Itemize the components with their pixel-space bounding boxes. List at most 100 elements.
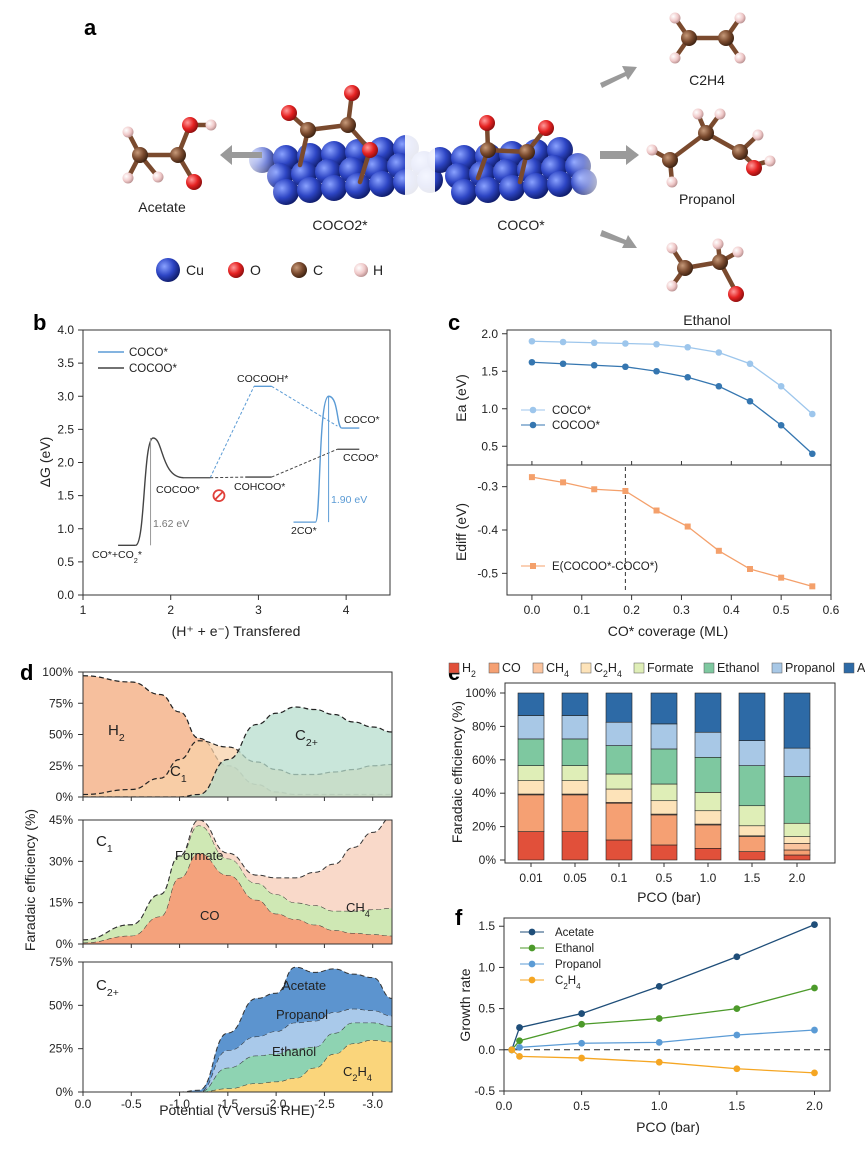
ytick-label-d: 0% xyxy=(56,937,74,951)
point-acetate xyxy=(516,1024,523,1031)
point-COCO* xyxy=(746,360,754,368)
point-COCOO* xyxy=(622,363,629,371)
cu-atom xyxy=(297,177,323,203)
legend-label-f: Acetate xyxy=(555,927,594,939)
legend-label-f: Ethanol xyxy=(555,943,594,955)
bar-segment-acetate xyxy=(650,692,678,725)
bar-segment-formate xyxy=(650,783,678,802)
legend-label-formate: Formate xyxy=(647,661,694,675)
legend-item-h: H xyxy=(354,262,383,278)
line-COCOO* xyxy=(531,361,813,455)
legend-label-h2: H2 xyxy=(462,661,476,679)
o-atom xyxy=(538,120,554,136)
label-h2: H2 xyxy=(108,722,125,744)
legend-label-c-bottom: E(COCOO*-COCO*) xyxy=(552,561,658,573)
point-ethanol xyxy=(733,1005,741,1013)
bar-segment-c2h4 xyxy=(694,810,722,825)
h-atom xyxy=(669,52,681,64)
transition-state xyxy=(314,395,343,523)
ylabel-c-bottom: Ediff (eV) xyxy=(453,503,469,561)
point-COCOO* xyxy=(777,421,785,429)
o-legend-icon xyxy=(228,262,244,278)
h-atom xyxy=(666,242,678,254)
bar-segment-c2h4 xyxy=(738,825,766,837)
ytick-label-d: 25% xyxy=(49,1042,73,1056)
h-atom xyxy=(714,108,726,120)
legend-label: H xyxy=(373,262,383,278)
bar-segment-co xyxy=(561,794,589,832)
dashed-link xyxy=(271,448,338,478)
xtick-label-c: 0.6 xyxy=(823,603,840,617)
point-COCO* xyxy=(715,349,723,356)
ytick-label-d: 75% xyxy=(49,955,73,969)
panel-e: e H2COCH4C2H4FormateEthanolPropanolAceta… xyxy=(448,660,865,905)
ytick-label-b: 2.0 xyxy=(57,456,74,470)
point-COCOO* xyxy=(715,382,723,390)
line-COCO* xyxy=(531,340,813,415)
arrow-to-propanol xyxy=(600,145,639,165)
panel-d: d 0%25%50%75%100%0%15%30%45%0%25%50%75%0… xyxy=(20,660,393,1118)
plot-frame-d xyxy=(82,819,393,945)
xtick-label-c: 0.4 xyxy=(723,603,740,617)
xtick-label-d: -3.0 xyxy=(362,1097,383,1111)
label-c2-area: C2+ xyxy=(295,727,318,749)
legend-label-propanol: Propanol xyxy=(785,661,835,675)
legend-swatch-formate xyxy=(633,662,645,674)
slab-fade-left xyxy=(240,130,280,220)
subplot-c1: 0% 15% 30% 45% xyxy=(49,813,393,951)
ytick-label-f: 1.0 xyxy=(478,960,495,974)
c-atom xyxy=(340,117,356,133)
point-COCOO* xyxy=(653,367,660,375)
ytick-label-e: 100% xyxy=(465,686,496,700)
o-atom xyxy=(182,117,198,133)
reaction-arrows xyxy=(220,66,639,248)
h-atom xyxy=(205,119,217,131)
ytick-label-e: 40% xyxy=(472,786,496,800)
ethanol-label: Ethanol xyxy=(683,312,730,328)
plot-frame-d xyxy=(82,961,393,1093)
panel-a: a Acetate COCO2* COCO* C2H4 Propanol Eth… xyxy=(84,12,776,328)
h-atom xyxy=(732,246,744,258)
h-atom xyxy=(122,126,134,138)
c-atom xyxy=(132,147,148,163)
xtick-label-d: -1.0 xyxy=(169,1097,190,1111)
bar-segment-h2 xyxy=(517,831,545,861)
panel-f: f 0.0 0.5 1.0 1.5 2.0-0.50.00.51.01.5 Acetate… xyxy=(455,905,831,1135)
bar-segment-ethanol xyxy=(605,745,633,775)
xtick-label-d: -1.5 xyxy=(218,1097,239,1111)
c-atom xyxy=(698,125,714,141)
cu-atom xyxy=(321,175,347,201)
h-legend-icon xyxy=(354,263,368,277)
point-propanol xyxy=(811,1026,818,1034)
arrow-to-c2h4 xyxy=(600,66,637,88)
ytick-label-d: 30% xyxy=(49,854,73,868)
copper-slab xyxy=(240,130,610,220)
coverage-plots: COCO* COCOO* E(COCOO*-COCO*) xyxy=(521,337,816,593)
point-ethanol xyxy=(516,1037,523,1045)
cu-atom xyxy=(523,173,549,199)
ytick-label-b: 4.0 xyxy=(57,323,74,337)
legend-label-c: COCO* xyxy=(552,405,592,417)
xtick-label-d: -2.5 xyxy=(314,1097,335,1111)
bar-segment-co xyxy=(783,849,811,856)
legend-swatch-ch4 xyxy=(532,662,544,674)
ytick-label-c-bottom: -0.5 xyxy=(477,566,498,580)
bar-segment-formate xyxy=(517,765,545,781)
subplot-body xyxy=(83,675,392,797)
legend-label: Cu xyxy=(186,262,204,278)
label-c2h4-d: C2H4 xyxy=(343,1064,372,1083)
legend-label-ethanol: Ethanol xyxy=(717,661,759,675)
xtick-label-f: 0.0 xyxy=(496,1099,513,1113)
molecules xyxy=(122,12,776,302)
legend-marker-f xyxy=(528,928,536,936)
bar-segment-ethanol xyxy=(650,748,678,785)
label-barrier-2: 1.90 eV xyxy=(331,494,367,506)
point-ethanol xyxy=(811,984,818,992)
legend-label-b: COCO* xyxy=(129,347,169,359)
o-atom xyxy=(344,85,360,101)
ytick-label-d: 0% xyxy=(56,1085,74,1099)
legend-marker-f xyxy=(528,944,536,952)
c-atom xyxy=(732,144,748,160)
line-acetate xyxy=(511,923,815,1051)
